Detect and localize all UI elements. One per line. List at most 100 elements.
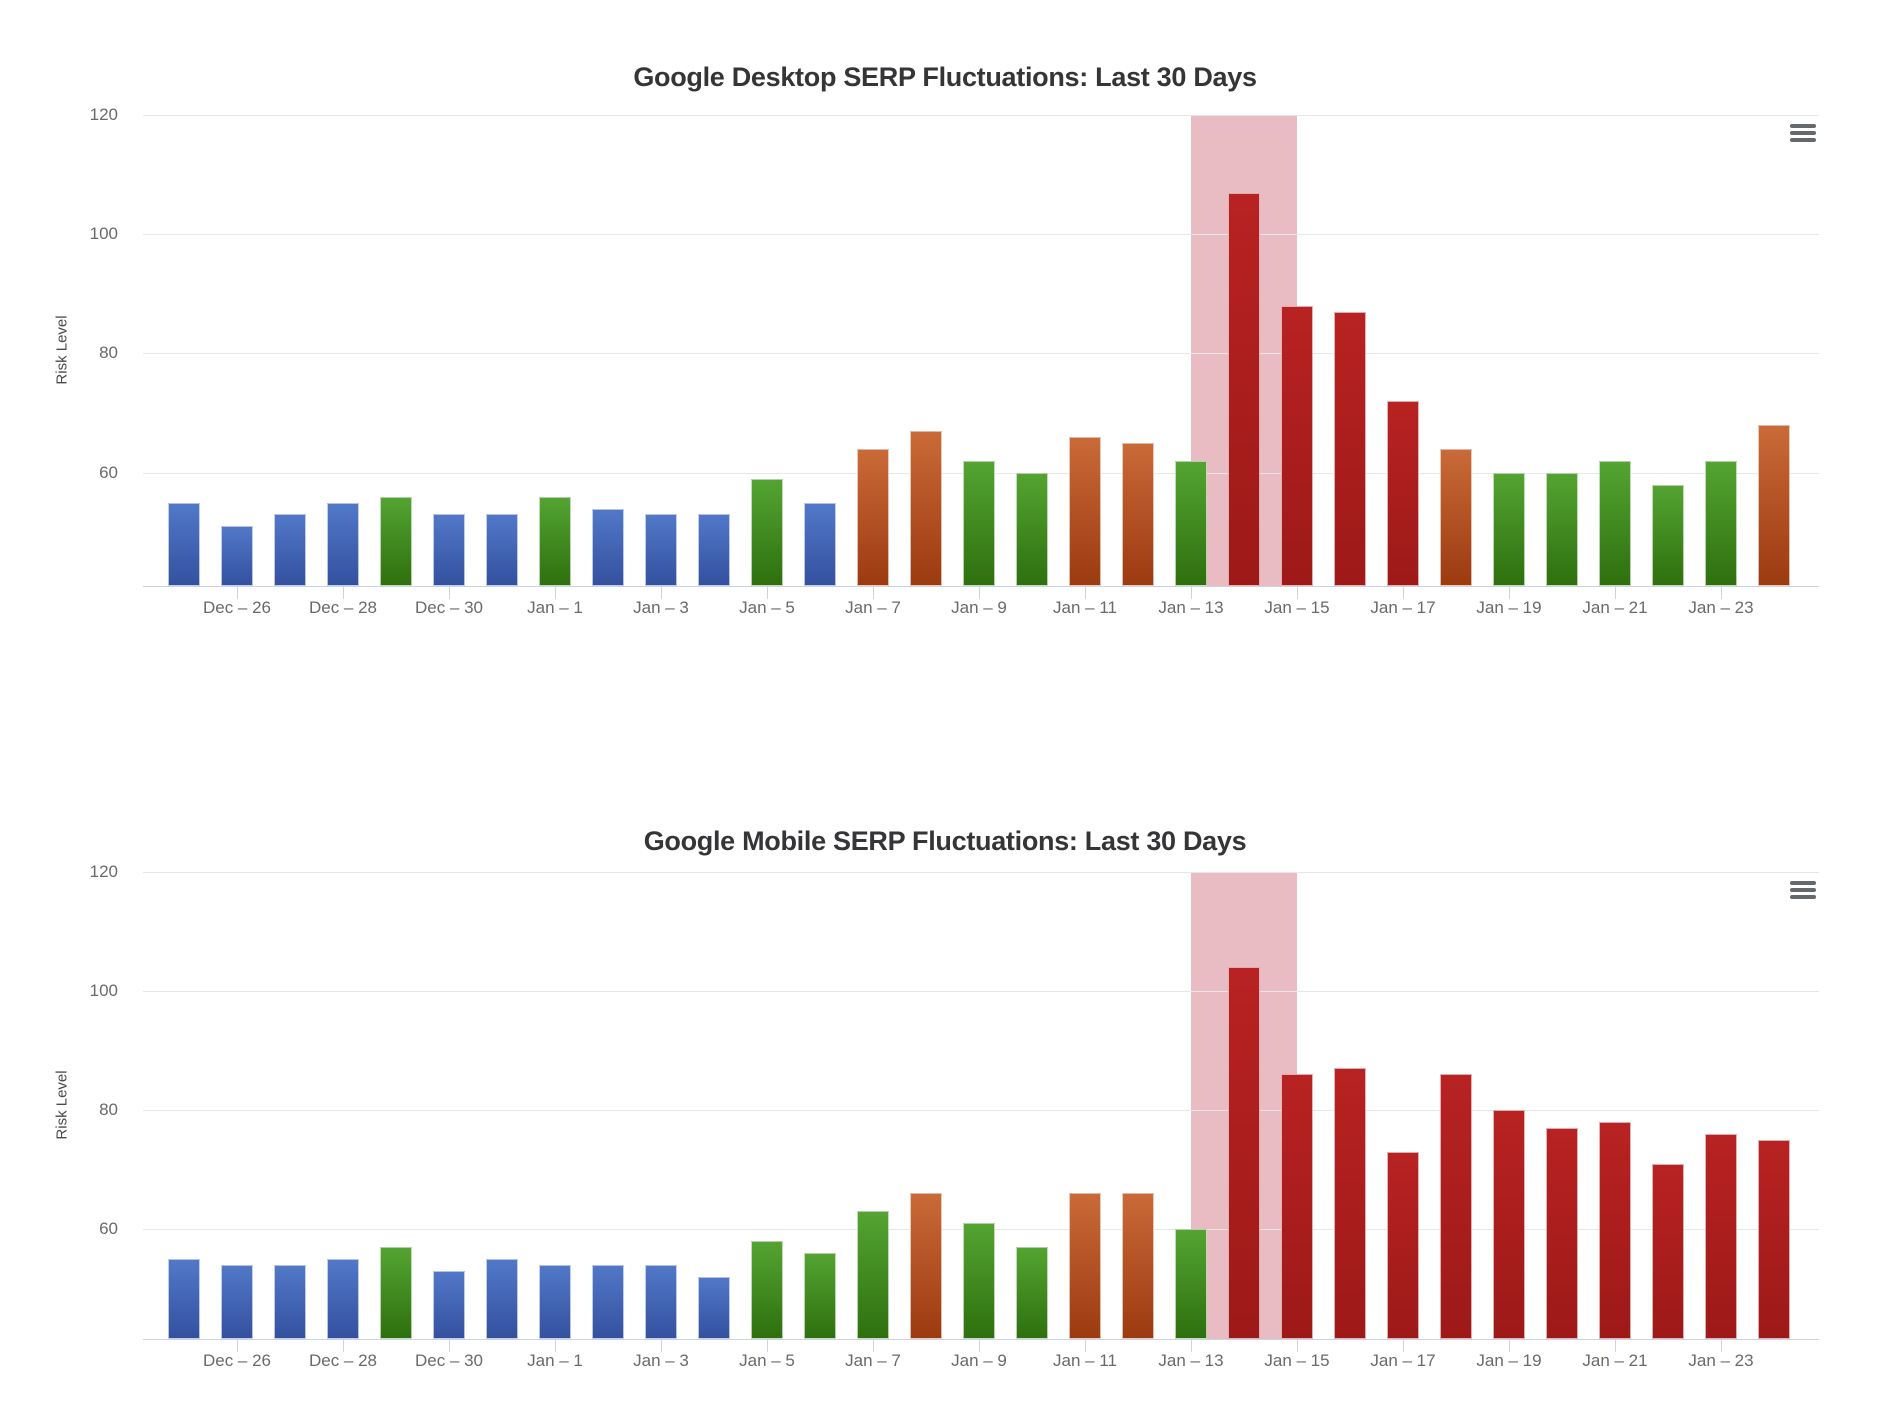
bar-jan-23[interactable] (1705, 1133, 1737, 1339)
bar-jan-16[interactable] (1334, 311, 1366, 586)
bar-jan-12[interactable] (1122, 442, 1154, 586)
x-tick-label: Jan – 5 (739, 598, 795, 617)
x-tick-label: Jan – 23 (1688, 1351, 1754, 1370)
bar-jan-6[interactable] (804, 1252, 836, 1339)
x-tick-label: Jan – 21 (1582, 1351, 1648, 1370)
x-tick (1614, 586, 1616, 599)
export-menu-button[interactable] (1790, 881, 1816, 901)
bar-jan-2[interactable] (592, 508, 624, 586)
bar-jan-17[interactable] (1387, 401, 1419, 586)
bar-dec-29[interactable] (380, 1246, 412, 1339)
x-tick-label: Jan – 11 (1053, 598, 1117, 617)
bar-dec-30[interactable] (433, 514, 465, 586)
bar-dec-31[interactable] (486, 514, 518, 586)
bar-jan-11[interactable] (1069, 436, 1101, 586)
bar-jan-4[interactable] (698, 514, 730, 586)
bar-jan-12[interactable] (1122, 1193, 1154, 1339)
x-tick-label: Jan – 13 (1158, 598, 1224, 617)
bar-jan-19[interactable] (1493, 1109, 1525, 1339)
x-tick (1190, 586, 1192, 599)
y-tick-label: 60 (99, 462, 118, 482)
bar-jan-22[interactable] (1652, 1163, 1684, 1339)
bar-dec-25[interactable] (168, 1258, 200, 1339)
bar-jan-22[interactable] (1652, 484, 1684, 586)
bar-dec-27[interactable] (274, 1264, 306, 1339)
bar-jan-24[interactable] (1758, 1139, 1790, 1339)
bar-dec-28[interactable] (327, 1258, 359, 1339)
x-tick (448, 586, 450, 599)
bar-jan-6[interactable] (804, 502, 836, 586)
x-tick-label: Dec – 26 (202, 1351, 272, 1370)
x-tick (1402, 586, 1404, 599)
x-tick (872, 1339, 874, 1352)
bar-dec-26[interactable] (221, 526, 253, 586)
bar-jan-3[interactable] (645, 514, 677, 586)
bar-jan-2[interactable] (592, 1264, 624, 1339)
bar-dec-29[interactable] (380, 496, 412, 586)
serp-chart-desktop: Google Desktop SERP Fluctuations: Last 3… (54, 62, 1819, 617)
bar-jan-23[interactable] (1705, 460, 1737, 586)
hamburger-icon (1790, 895, 1816, 899)
hamburger-icon (1790, 888, 1816, 892)
bar-jan-15[interactable] (1281, 305, 1313, 586)
x-tick (1402, 1339, 1404, 1352)
y-tick-label: 120 (89, 862, 118, 881)
bar-dec-31[interactable] (486, 1258, 518, 1339)
bar-jan-9[interactable] (963, 460, 995, 586)
bar-dec-25[interactable] (168, 502, 200, 586)
bar-jan-13[interactable] (1175, 460, 1207, 586)
y-tick-label: 120 (89, 105, 118, 124)
bar-jan-1[interactable] (539, 1264, 571, 1339)
export-menu-button[interactable] (1790, 124, 1816, 144)
bar-jan-14[interactable] (1228, 967, 1260, 1339)
bar-jan-14[interactable] (1228, 192, 1260, 586)
x-tick (1296, 586, 1298, 599)
bar-jan-10[interactable] (1016, 472, 1048, 586)
bar-jan-9[interactable] (963, 1223, 995, 1339)
x-tick-label: Jan – 3 (633, 598, 689, 617)
bar-jan-24[interactable] (1758, 425, 1790, 586)
bar-jan-10[interactable] (1016, 1246, 1048, 1339)
bar-jan-20[interactable] (1546, 1127, 1578, 1339)
x-tick (766, 586, 768, 599)
gridline-120 (143, 872, 1819, 873)
bar-jan-11[interactable] (1069, 1193, 1101, 1339)
y-tick-label: 60 (99, 1218, 118, 1238)
x-tick (236, 586, 238, 599)
bar-dec-27[interactable] (274, 514, 306, 586)
x-tick (1720, 586, 1722, 599)
x-tick-label: Jan – 21 (1582, 598, 1648, 617)
bar-dec-26[interactable] (221, 1264, 253, 1339)
bar-jan-8[interactable] (910, 431, 942, 586)
x-tick (448, 1339, 450, 1352)
gridline-80 (143, 1109, 1819, 1111)
bar-jan-20[interactable] (1546, 472, 1578, 586)
x-tick (766, 1339, 768, 1352)
bar-jan-3[interactable] (645, 1264, 677, 1339)
y-tick-label: 100 (89, 980, 118, 1000)
bar-jan-18[interactable] (1440, 1074, 1472, 1339)
bar-jan-15[interactable] (1281, 1074, 1313, 1339)
bar-dec-30[interactable] (433, 1270, 465, 1339)
bar-jan-5[interactable] (751, 478, 783, 586)
x-axis-line (143, 586, 1819, 587)
x-tick (342, 1339, 344, 1352)
bar-jan-1[interactable] (539, 496, 571, 586)
bar-jan-21[interactable] (1599, 460, 1631, 586)
bar-jan-5[interactable] (751, 1240, 783, 1339)
bar-jan-7[interactable] (857, 448, 889, 586)
bar-dec-28[interactable] (327, 502, 359, 586)
bar-jan-13[interactable] (1175, 1228, 1207, 1339)
bar-jan-21[interactable] (1599, 1121, 1631, 1339)
x-tick-label: Jan – 17 (1370, 1351, 1436, 1370)
x-tick-label: Dec – 26 (202, 598, 272, 617)
bar-jan-19[interactable] (1493, 472, 1525, 586)
bar-jan-18[interactable] (1440, 448, 1472, 586)
x-tick (1084, 1339, 1086, 1352)
bar-jan-17[interactable] (1387, 1151, 1419, 1339)
bar-jan-8[interactable] (910, 1193, 942, 1339)
bar-jan-16[interactable] (1334, 1068, 1366, 1339)
bar-jan-7[interactable] (857, 1211, 889, 1339)
bar-jan-4[interactable] (698, 1276, 730, 1339)
y-tick-label: 80 (99, 1099, 118, 1119)
